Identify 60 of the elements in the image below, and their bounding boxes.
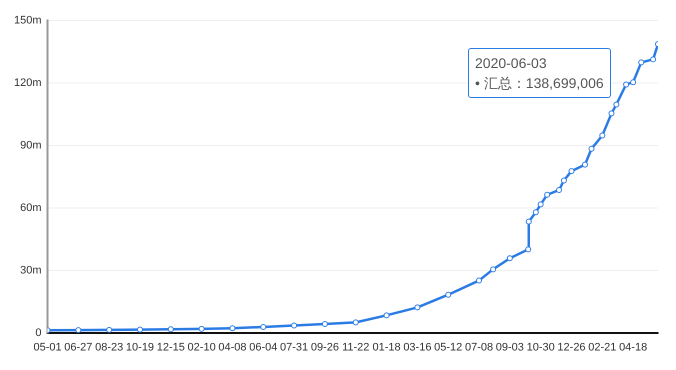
point	[638, 59, 644, 66]
point	[556, 187, 562, 194]
x-tick-label: 03-16	[403, 341, 432, 354]
point	[599, 132, 606, 138]
x-tick-label: 06-04	[249, 341, 278, 354]
x-tick-label: 09-26	[310, 341, 339, 354]
point	[532, 209, 539, 216]
point	[476, 278, 482, 284]
point	[526, 218, 532, 225]
point	[608, 110, 614, 116]
point	[588, 146, 594, 152]
y-tick-label: 30m	[20, 264, 42, 276]
point	[544, 192, 550, 198]
point	[445, 292, 452, 298]
x-tick-label: 12-15	[156, 341, 185, 354]
x-tick-label: 10-30	[526, 341, 555, 354]
y-tick-label: 90m	[20, 140, 42, 152]
y-tick-label: 120m	[14, 77, 42, 90]
point	[384, 312, 390, 318]
y-tick-label: 0	[35, 326, 42, 339]
point	[506, 255, 513, 262]
point	[322, 321, 328, 328]
x-tick-label: 07-08	[464, 341, 494, 354]
point	[260, 324, 266, 330]
x-tick-label: 04-08	[218, 341, 247, 354]
annotation: 2020-06-03 • 汇总：138,699,006	[475, 54, 604, 93]
point	[630, 79, 636, 86]
point	[352, 319, 359, 326]
point	[198, 326, 205, 332]
x-tick-label: 05-12	[434, 341, 462, 354]
point	[106, 326, 112, 333]
point	[490, 266, 496, 272]
point	[582, 162, 588, 168]
x-tick-label: 12-26	[557, 341, 586, 354]
x-tick-label: 04-18	[619, 341, 648, 354]
point	[623, 81, 630, 88]
y-tick-label: 60m	[20, 202, 42, 214]
point	[568, 168, 574, 174]
point	[560, 177, 567, 184]
point	[414, 304, 420, 310]
x-tick-label: 11-22	[342, 341, 370, 354]
x-tick-label: 02-21	[588, 341, 616, 354]
point	[136, 326, 143, 333]
x-tick-label: 09-03	[496, 341, 524, 354]
point	[538, 201, 544, 208]
point	[525, 246, 532, 252]
x-tick-label: 08-23	[95, 341, 124, 354]
y-tick-label: 150m	[14, 14, 42, 27]
point	[168, 326, 174, 332]
x-tick-label: 06-27	[64, 341, 92, 354]
x-tick-label: 07-31	[280, 341, 308, 354]
point	[291, 322, 298, 329]
x-tick-label: 10-19	[126, 341, 154, 354]
point	[229, 325, 236, 332]
x-tick-label: 05-01	[33, 341, 62, 354]
x-tick-label: 02-10	[188, 341, 216, 354]
point	[613, 101, 620, 108]
x-tick-label: 01-18	[372, 341, 401, 354]
point	[75, 327, 82, 333]
point	[650, 56, 656, 62]
